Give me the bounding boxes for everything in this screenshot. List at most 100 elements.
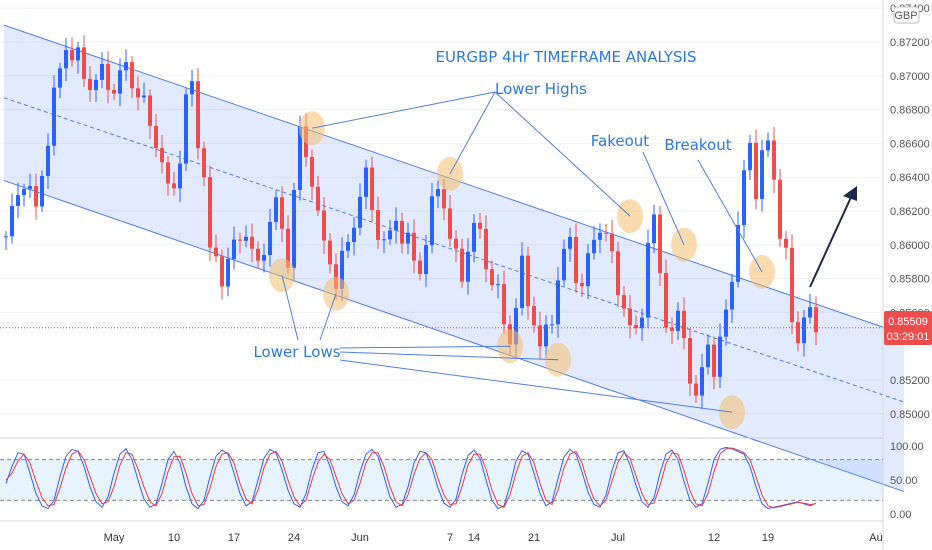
time-tick-label: 14: [468, 532, 480, 544]
highlight-circle: [299, 111, 325, 146]
candle-body: [694, 383, 698, 396]
candle-body: [10, 205, 14, 237]
candles: [4, 35, 818, 410]
candle-body: [352, 227, 356, 242]
candle-body: [250, 236, 254, 249]
candle-body: [34, 186, 38, 207]
candle-body: [94, 79, 98, 91]
stochastic-axis: 100.00 50.00 0.00: [890, 441, 924, 521]
candle-body: [424, 245, 428, 274]
time-tick-label: 19: [762, 532, 774, 544]
time-tick-label: 7: [447, 532, 453, 544]
candle-body: [82, 47, 86, 79]
price-tick-label: 0.86800: [890, 105, 930, 117]
candle-body: [286, 228, 290, 268]
candle-body: [52, 87, 56, 146]
candle-body: [478, 222, 482, 229]
candle-body: [472, 222, 476, 252]
candle-body: [688, 338, 692, 384]
pointer-line: [311, 91, 496, 129]
pointer-line: [339, 345, 511, 349]
candle-body: [496, 284, 500, 286]
candle-body: [184, 94, 188, 164]
candle-body: [676, 310, 680, 331]
candle-body: [310, 157, 314, 187]
candle-body: [520, 255, 524, 309]
candle-body: [370, 167, 374, 211]
candle-body: [652, 214, 656, 244]
candle-body: [142, 95, 146, 98]
candle-body: [460, 248, 464, 282]
candle-body: [100, 63, 104, 80]
channel-mid-line: [3, 97, 905, 403]
price-tick-label: 0.85200: [890, 375, 930, 387]
candle-body: [814, 307, 818, 333]
candle-body: [358, 196, 362, 228]
candle-body: [766, 140, 770, 151]
stochastic-tick-label: 100.00: [890, 441, 924, 453]
candle-body: [622, 295, 626, 309]
stochastic-band: [0, 459, 883, 501]
price-tick-label: 0.86400: [890, 172, 930, 184]
candle-body: [484, 228, 488, 270]
candle-body: [232, 239, 236, 259]
candle-body: [658, 214, 662, 273]
pointer-line: [642, 151, 685, 246]
label-lower-highs: Lower Highs: [495, 80, 587, 98]
currency-badge: [893, 6, 920, 24]
candle-body: [190, 81, 194, 95]
candle-body: [790, 247, 794, 323]
candle-body: [148, 95, 152, 126]
candle-body: [346, 241, 350, 251]
stochastic-k-line: [5, 446, 817, 510]
candle-body: [538, 325, 542, 347]
candle-body: [70, 50, 74, 61]
candle-body: [550, 324, 554, 326]
candle-body: [586, 253, 590, 287]
candle-body: [208, 177, 212, 248]
candle-body: [154, 125, 158, 149]
candle-body: [406, 232, 410, 244]
channel-fill: [4, 25, 904, 492]
time-axis: May 10 17 24 Jun 7 14 21 Jul 12 19 Au: [104, 532, 883, 544]
time-tick-label: 21: [528, 532, 540, 544]
pointer-line: [697, 159, 763, 273]
candle-body: [754, 142, 758, 199]
candle-body: [712, 344, 716, 377]
time-tick-label: 10: [168, 532, 180, 544]
candle-body: [544, 324, 548, 347]
candle-body: [556, 280, 560, 325]
candle-body: [172, 183, 176, 189]
candle-body: [448, 208, 452, 239]
candle-body: [442, 189, 446, 209]
candle-body: [598, 232, 602, 240]
candle-body: [604, 232, 608, 234]
candle-body: [124, 62, 128, 71]
candle-body: [376, 210, 380, 240]
candle-body: [778, 179, 782, 239]
candle-body: [178, 163, 182, 189]
candle-body: [262, 254, 266, 261]
candle-body: [664, 272, 668, 328]
candle-body: [616, 251, 620, 296]
candle-body: [418, 260, 422, 274]
candle-body: [334, 264, 338, 289]
stochastic-tick-label: 50.00: [890, 475, 918, 487]
candle-body: [646, 243, 650, 318]
candle-body: [802, 317, 806, 344]
pointer-line: [319, 293, 337, 341]
candle-body: [760, 150, 764, 199]
candle-body: [220, 256, 224, 287]
label-lower-lows: Lower Lows: [253, 343, 340, 361]
candle-body: [490, 269, 494, 286]
price-grid: [0, 7, 883, 415]
channel-lower-line: [3, 180, 905, 493]
candle-body: [202, 148, 206, 178]
last-price-badge: 0.85509 03:29:01: [884, 311, 932, 345]
candle-body: [568, 236, 572, 249]
candle-body: [388, 230, 392, 240]
candle-body: [640, 317, 644, 329]
candle-body: [670, 327, 674, 331]
price-tick-label: 0.87000: [890, 71, 930, 83]
candle-body: [730, 281, 734, 310]
